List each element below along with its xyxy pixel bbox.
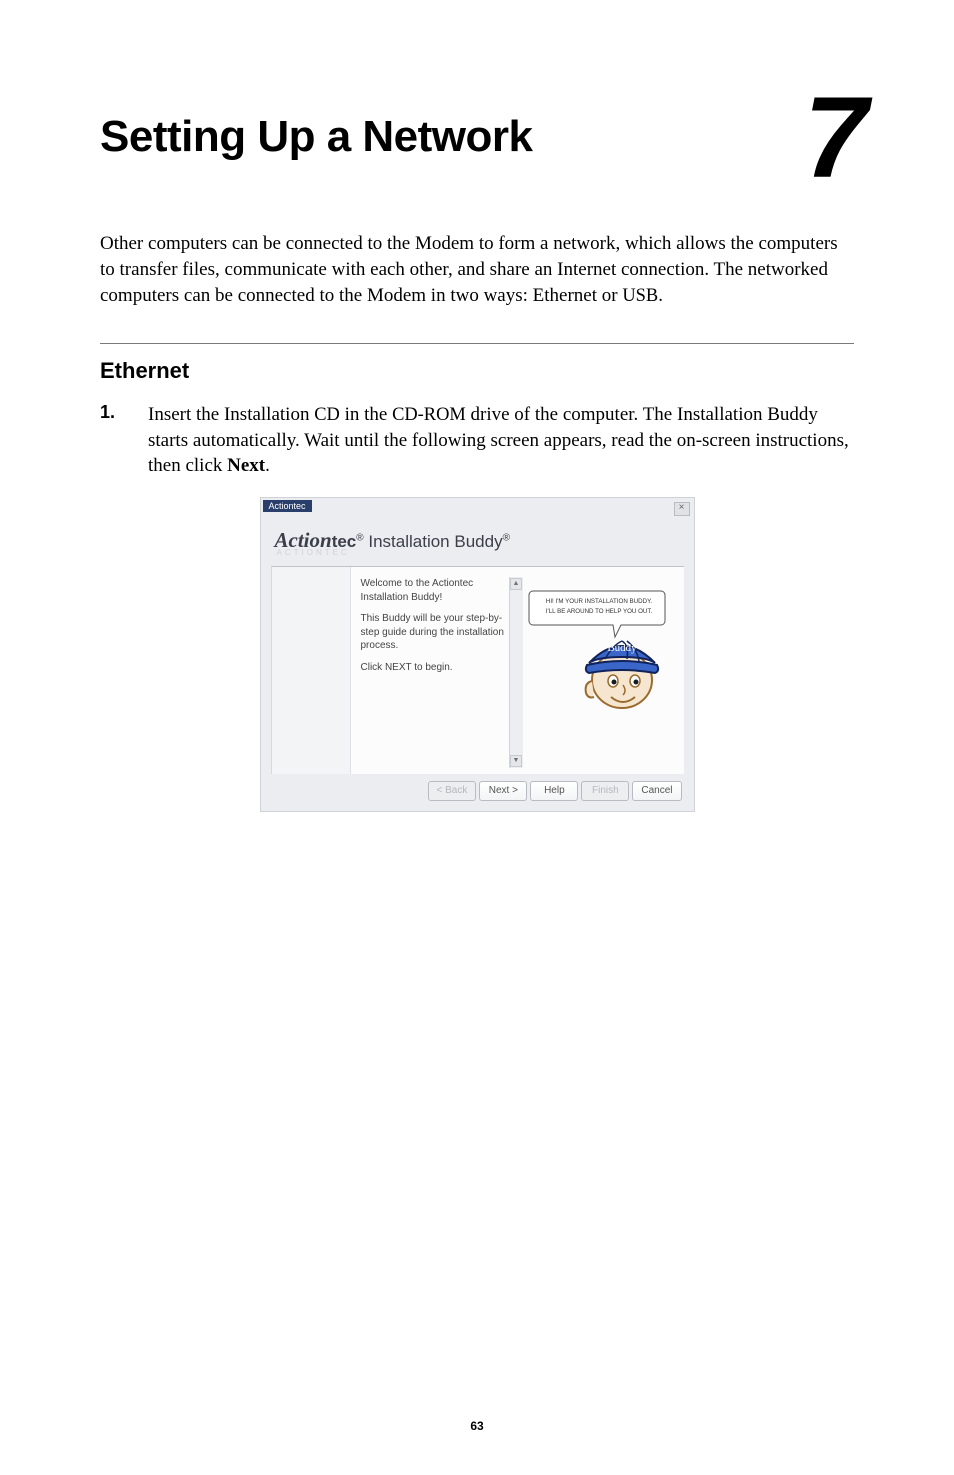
cap-text: Buddy — [607, 642, 637, 654]
wizard-text-col: Welcome to the Actiontec Installation Bu… — [361, 577, 509, 768]
intro-text: Other computers can be connected to the … — [100, 233, 838, 305]
section-heading-ethernet: Ethernet — [100, 358, 854, 384]
step-1-number: 1. — [100, 402, 124, 423]
wizard-screenshot: Actiontec × Actiontec® Installation Budd… — [100, 497, 854, 812]
step-1-body: Insert the Installation CD in the CD-ROM… — [148, 402, 854, 479]
help-button[interactable]: Help — [530, 781, 578, 801]
wizard-titlebar-label: Actiontec — [263, 500, 312, 512]
next-button[interactable]: Next > — [479, 781, 527, 801]
page-number: 63 — [0, 1419, 954, 1433]
wizard-scrollbar[interactable]: ▲ ▼ — [509, 577, 523, 768]
installation-wizard-window: Actiontec × Actiontec® Installation Budd… — [260, 497, 695, 812]
chapter-title: Setting Up a Network — [100, 115, 533, 159]
intro-usb: USB — [622, 285, 658, 305]
wizard-content: Welcome to the Actiontec Installation Bu… — [271, 566, 684, 774]
step-1-t1: Insert the Installation — [148, 404, 314, 425]
wizard-welcome-1: Welcome to the Actiontec Installation Bu… — [361, 577, 509, 604]
step-1-t2: in the — [340, 404, 392, 425]
wizard-button-row: < Back Next > Help Finish Cancel — [261, 774, 694, 811]
section-rule — [100, 343, 854, 344]
intro-paragraph: Other computers can be connected to the … — [100, 231, 854, 308]
back-button[interactable]: < Back — [428, 781, 477, 801]
wizard-welcome-3: Click NEXT to begin. — [361, 661, 509, 675]
wizard-buddy-pane: HI! I'M YOUR INSTALLATION BUDDY. I'LL BE… — [523, 577, 676, 768]
step-1-t4: . — [265, 455, 270, 476]
wizard-left-pane — [272, 567, 351, 774]
step-1-cd: CD — [314, 404, 340, 424]
finish-button[interactable]: Finish — [581, 781, 629, 801]
intro-period: . — [658, 285, 663, 306]
chapter-number: 7 — [804, 95, 866, 181]
step-1-next: Next — [227, 455, 265, 476]
step-1: 1. Insert the Installation CD in the CD-… — [100, 402, 854, 479]
step-1-cdrom: CD-ROM — [392, 404, 466, 424]
bubble-line-1: HI! I'M YOUR INSTALLATION BUDDY. — [545, 598, 652, 605]
brand-reg2: ® — [503, 532, 510, 543]
brand-rest: Installation Buddy — [364, 532, 503, 551]
close-button[interactable]: × — [674, 502, 690, 516]
wizard-titlebar: Actiontec × — [261, 498, 694, 518]
wizard-header: Actiontec® Installation Buddy® ACTIONTEC — [261, 518, 694, 559]
wizard-text-pane: Welcome to the Actiontec Installation Bu… — [351, 567, 684, 774]
bubble-line-2: I'LL BE AROUND TO HELP YOU OUT. — [545, 608, 652, 615]
scroll-down-icon[interactable]: ▼ — [510, 755, 522, 767]
cancel-button[interactable]: Cancel — [632, 781, 681, 801]
scroll-up-icon[interactable]: ▲ — [510, 578, 522, 590]
wizard-welcome-2: This Buddy will be your step-by-step gui… — [361, 612, 509, 653]
buddy-illustration: HI! I'M YOUR INSTALLATION BUDDY. I'LL BE… — [527, 585, 672, 775]
brand-reg1: ® — [356, 532, 363, 543]
